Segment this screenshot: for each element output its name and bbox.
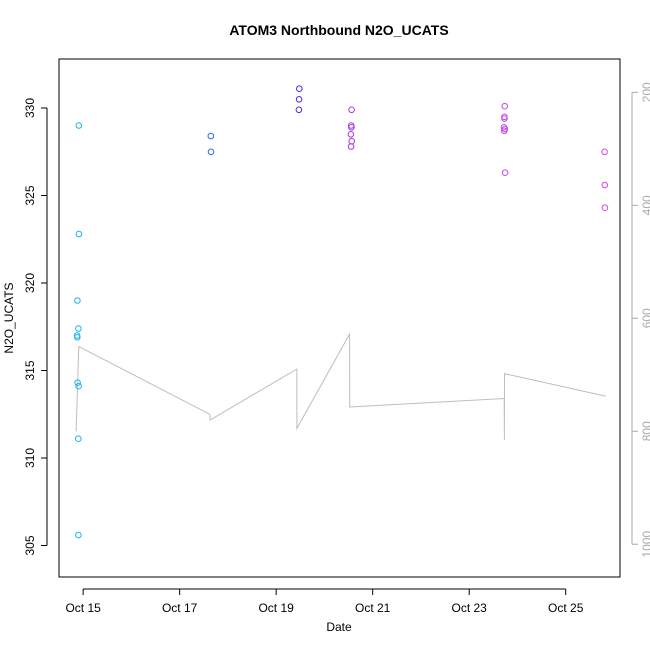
data-point (348, 137, 356, 145)
x-tick-label: Oct 15 (65, 601, 101, 615)
data-point (601, 148, 608, 156)
chart-title: ATOM3 Northbound N2O_UCATS (229, 22, 448, 38)
data-point (601, 181, 609, 189)
x-tick-label: Oct 21 (355, 601, 391, 615)
pressure-series (75, 332, 607, 440)
y-tick-label: 315 (23, 360, 37, 380)
data-point (207, 148, 215, 156)
data-point (75, 531, 82, 539)
y-tick-label: 320 (23, 273, 37, 293)
y-tick-label: 330 (23, 98, 37, 118)
x-axis-label: Date (326, 620, 352, 634)
data-point (207, 132, 215, 140)
data-point (501, 102, 509, 110)
y-tick-label: 305 (23, 535, 37, 555)
data-point (74, 334, 81, 341)
y-tick-label: 325 (23, 185, 37, 205)
data-point (75, 230, 83, 238)
data-point (347, 131, 355, 138)
x-tick-label: Oct 19 (258, 601, 294, 615)
data-point (74, 297, 81, 304)
data-point (501, 115, 508, 122)
n2o-series (73, 85, 609, 539)
x-tick-label: Oct 25 (548, 601, 584, 615)
y2-tick-label: 800 (640, 421, 650, 441)
data-point (501, 125, 509, 133)
plot-frame (58, 58, 621, 578)
data-point (75, 122, 83, 129)
data-point (601, 204, 609, 211)
y-axis-label: N2O_UCATS (2, 282, 16, 353)
x-axis: Oct 15 Oct 17 Oct 19 Oct 21 Oct 23 Oct 25 (65, 588, 584, 615)
y2-axis: 200 400 600 800 1000 (631, 82, 650, 558)
pressure-line (75, 332, 607, 440)
data-point (74, 379, 81, 387)
y2-tick-label: 1000 (640, 531, 650, 558)
data-point (75, 325, 82, 332)
data-point (296, 85, 303, 92)
x-tick-label: Oct 23 (452, 601, 488, 615)
data-point (501, 169, 509, 176)
data-point (75, 382, 82, 390)
y-axis: 305 310 315 320 325 330 (23, 98, 48, 556)
data-point (348, 124, 355, 131)
y-tick-label: 310 (23, 448, 37, 468)
y2-tick-label: 400 (640, 195, 650, 215)
x-tick-label: Oct 17 (162, 601, 198, 615)
data-point (347, 143, 355, 150)
data-point (295, 106, 303, 114)
data-point (348, 106, 355, 114)
y2-tick-label: 200 (640, 82, 650, 102)
data-point (295, 96, 303, 103)
data-point (75, 435, 82, 443)
y2-tick-label: 600 (640, 308, 650, 328)
